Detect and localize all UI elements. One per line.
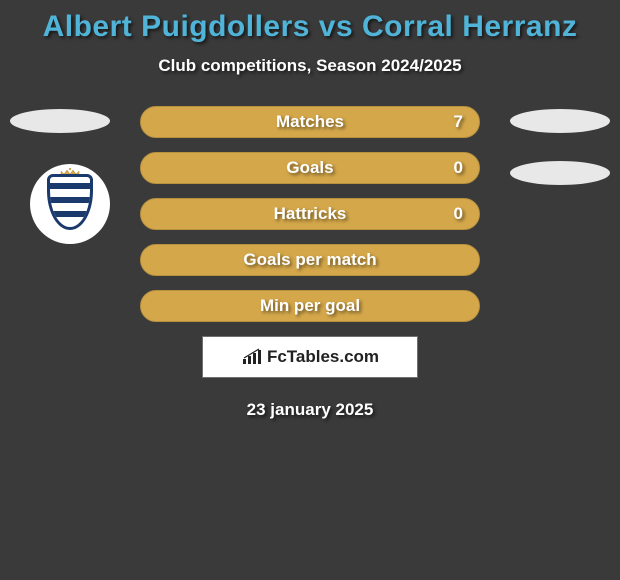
brand-text: FcTables.com <box>267 347 379 367</box>
stat-label: Hattricks <box>274 204 347 224</box>
stat-bar-min-per-goal: Min per goal <box>140 290 480 322</box>
stats-area: Matches 7 Goals 0 Hattricks 0 Goals per … <box>0 106 620 420</box>
stat-label: Matches <box>276 112 344 132</box>
shield-stripe <box>50 183 90 189</box>
shield-stripe <box>50 211 90 217</box>
stat-label: Min per goal <box>260 296 360 316</box>
player2-placeholder-oval-2 <box>510 161 610 185</box>
stat-bar-hattricks: Hattricks 0 <box>140 198 480 230</box>
infographic-container: Albert Puigdollers vs Corral Herranz Clu… <box>0 0 620 580</box>
player1-placeholder-oval <box>10 109 110 133</box>
stat-value: 0 <box>454 158 463 178</box>
stat-bars: Matches 7 Goals 0 Hattricks 0 Goals per … <box>140 106 480 322</box>
brand-box: FcTables.com <box>202 336 418 378</box>
stat-label: Goals per match <box>243 250 376 270</box>
date-text: 23 january 2025 <box>0 400 620 420</box>
stat-value: 0 <box>454 204 463 224</box>
stat-value: 7 <box>454 112 463 132</box>
stat-bar-goals-per-match: Goals per match <box>140 244 480 276</box>
stat-label: Goals <box>286 158 333 178</box>
stat-bar-matches: Matches 7 <box>140 106 480 138</box>
shield-stripe <box>50 197 90 203</box>
stat-bar-goals: Goals 0 <box>140 152 480 184</box>
bar-chart-icon <box>241 348 263 366</box>
player2-placeholder-oval-1 <box>510 109 610 133</box>
club-badge <box>30 164 110 244</box>
page-title: Albert Puigdollers vs Corral Herranz <box>0 0 620 44</box>
subtitle: Club competitions, Season 2024/2025 <box>0 56 620 76</box>
shield-icon <box>47 174 93 230</box>
badge-inner <box>47 174 93 234</box>
